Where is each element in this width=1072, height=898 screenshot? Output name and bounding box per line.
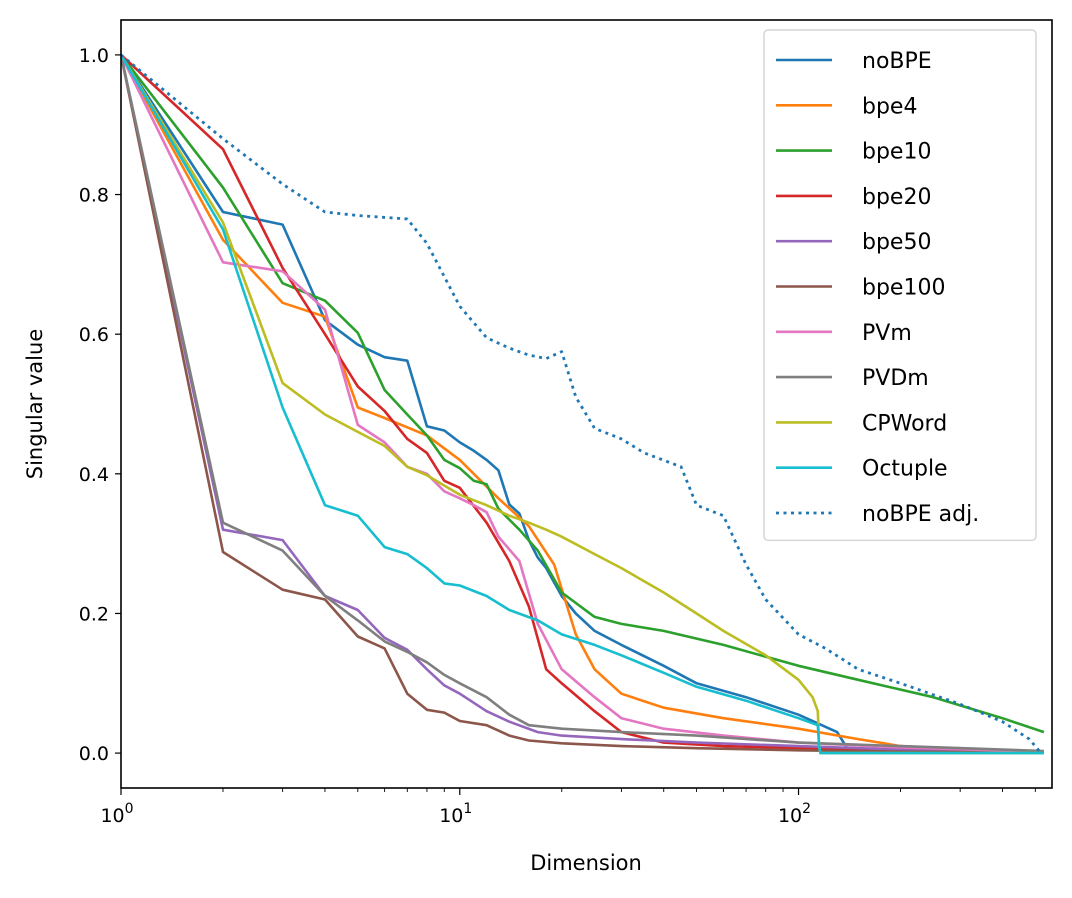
x-tick-label-1: 101 — [439, 801, 472, 827]
y-tick-label-0: 0.0 — [79, 743, 109, 765]
legend-label-2: bpe10 — [862, 140, 931, 165]
y-tick-label-1: 0.2 — [79, 603, 109, 625]
legend-label-0: noBPE — [862, 49, 932, 74]
x-tick-label-0: 100 — [100, 801, 133, 827]
legend-label-1: bpe4 — [862, 94, 917, 119]
legend-label-3: bpe20 — [862, 185, 931, 210]
series-line-7 — [121, 54, 1044, 753]
legend-label-10: noBPE adj. — [862, 502, 979, 527]
legend-label-9: Octuple — [862, 457, 948, 482]
legend-label-6: PVm — [862, 321, 912, 346]
y-tick-label-4: 0.8 — [79, 185, 109, 207]
x-axis-title: Dimension — [530, 851, 642, 875]
legend-label-4: bpe50 — [862, 230, 931, 255]
y-tick-label-3: 0.6 — [79, 324, 109, 346]
y-axis-title: Singular value — [23, 329, 47, 480]
legend: noBPE bpe4 bpe10 bpe20 bpe50 bpe100 PVm PVDm CPW… — [763, 29, 1037, 541]
legend-box — [763, 29, 1037, 541]
series-line-8 — [121, 54, 1044, 755]
legend-label-7: PVDm — [862, 366, 929, 391]
y-tick-label-5: 1.0 — [79, 45, 109, 67]
series-line-3 — [121, 53, 1044, 754]
series-line-5 — [121, 54, 1044, 754]
series-line-6 — [121, 54, 1044, 753]
axis-layer: 0.0 0.2 0.4 0.6 0.8 1.0 100 101 102 — [79, 45, 1036, 827]
series-line-10 — [121, 53, 1043, 755]
legend-label-5: bpe100 — [862, 276, 945, 301]
series-line-9 — [121, 54, 1044, 755]
series-line-2 — [121, 54, 1045, 734]
legend-label-8: CPWord — [862, 411, 947, 436]
series-layer — [121, 53, 1045, 755]
series-line-0 — [121, 54, 1044, 754]
y-tick-label-2: 0.4 — [79, 464, 109, 486]
plot-frame — [120, 19, 1053, 789]
x-tick-label-2: 102 — [778, 801, 811, 827]
